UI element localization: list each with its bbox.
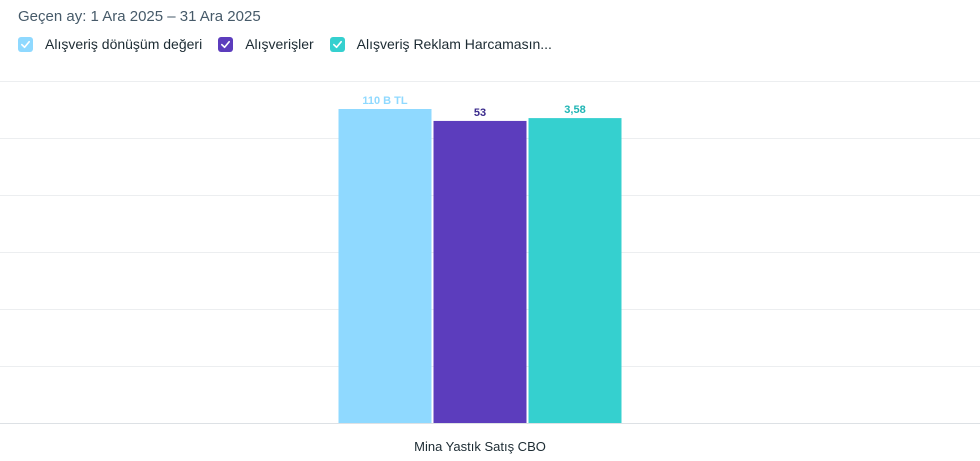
legend-item-purchases[interactable]: Alışverişler (218, 36, 314, 52)
legend-label: Alışveriş Reklam Harcamasın... (356, 36, 552, 52)
bar[interactable] (433, 120, 527, 423)
bar[interactable] (528, 118, 622, 423)
legend-item-ad-spend-return[interactable]: Alışveriş Reklam Harcamasın... (329, 36, 552, 52)
category-label: Mina Yastık Satış CBO (414, 439, 546, 454)
legend-item-conversion-value[interactable]: Alışveriş dönüşüm değeri (18, 36, 202, 52)
check-icon[interactable] (218, 36, 234, 52)
bar[interactable] (338, 109, 432, 423)
legend-label: Alışveriş dönüşüm değeri (45, 36, 203, 52)
data-label: 3,58 (564, 104, 585, 116)
period-label: Geçen ay: 1 Ara 2025 – 31 Ara 2025 (18, 8, 261, 25)
legend-label: Alışverişler (245, 36, 314, 52)
data-label: 53 (474, 107, 486, 119)
data-label: 110 B TL (362, 95, 408, 107)
chart-legend: Alışveriş dönüşüm değeri Alışverişler Al… (18, 36, 568, 52)
check-icon[interactable] (18, 36, 33, 52)
check-icon[interactable] (329, 36, 345, 52)
